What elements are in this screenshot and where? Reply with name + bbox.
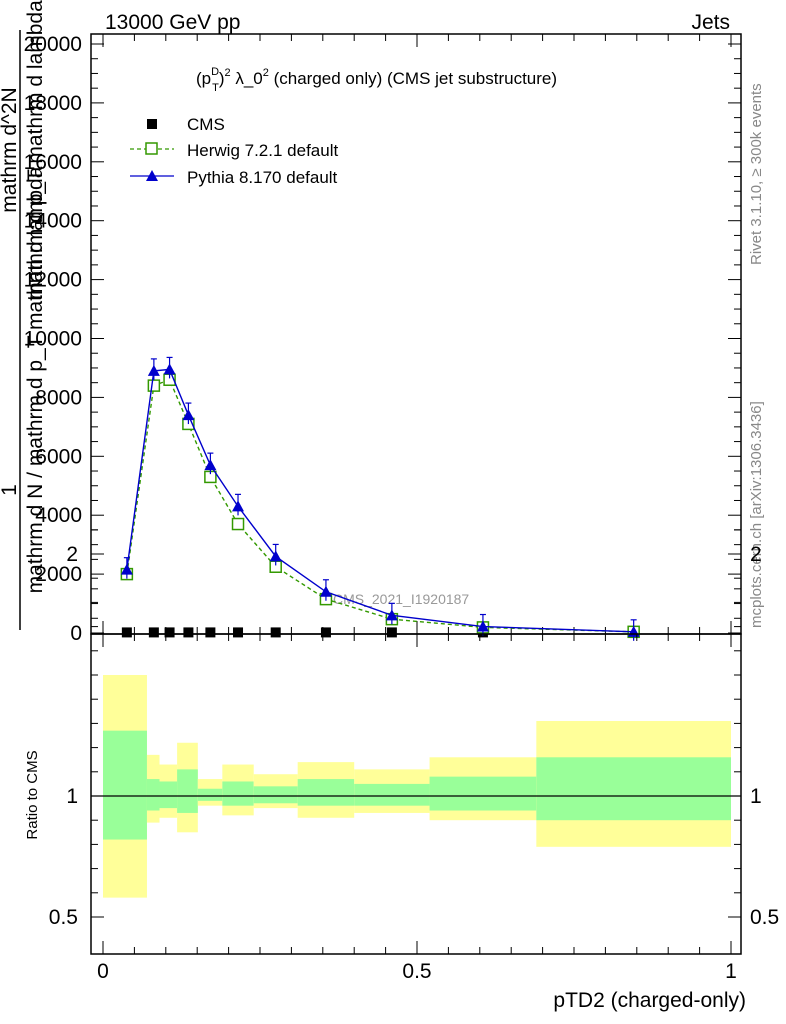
ratio-x-ticks: 0 0.5 1	[97, 634, 737, 983]
ratio-uncertainty-band-inner	[429, 776, 537, 811]
ratio-uncertainty-band-inner	[103, 730, 147, 840]
main-y-ticks: 0 2000 4000 6000 8000 10000 12000 14000 16000 180…	[24, 33, 741, 645]
header-right: Jets	[691, 11, 730, 34]
data-point-pythia	[204, 459, 217, 471]
data-point-cms	[386, 627, 397, 638]
y-tick-label: 20000	[24, 33, 82, 56]
data-point-herwig	[231, 517, 245, 531]
ratio-uncertainty-band-inner	[536, 757, 731, 821]
ratio-plot-frame	[90, 633, 742, 955]
y-tick-label: 4000	[35, 504, 82, 527]
ratio-uncertainty-band-inner	[146, 779, 160, 811]
y-tick-label: 10000	[24, 328, 82, 351]
data-point-cms	[320, 627, 331, 638]
ratio-y-label: Ratio to CMS	[24, 750, 41, 839]
ratio-uncertainty-band-inner	[253, 786, 298, 804]
ratio-uncertainty-band-inner	[354, 783, 430, 806]
data-point-pythia	[269, 550, 282, 562]
legend-herwig-marker	[145, 142, 158, 155]
rivet-label: Rivet 3.1.10, ≥ 300k events	[748, 83, 765, 265]
ratio-tick-label-right: 1	[750, 785, 762, 808]
ratio-uncertainty-band-inner	[197, 788, 223, 801]
series-layer	[120, 356, 640, 641]
data-point-pythia	[163, 363, 176, 375]
data-point-pythia	[232, 500, 245, 512]
data-point-cms	[205, 627, 216, 638]
ratio-tick-label-right: 2	[750, 543, 762, 566]
ratio-tick-label: 2	[66, 543, 78, 566]
y-tick-label: 12000	[24, 269, 82, 292]
x-tick-label: 0	[97, 960, 109, 983]
data-point-pythia	[385, 609, 398, 621]
data-point-cms	[148, 627, 159, 638]
ratio-uncertainty-band-inner	[159, 781, 178, 809]
ratio-uncertainty-band-inner	[297, 779, 355, 806]
ylabel-second-den: mathrm d p_T mathrm d lambda	[24, 0, 47, 300]
data-point-pythia	[476, 620, 489, 632]
data-point-cms	[183, 627, 194, 638]
mcplots-label: mcplots.cern.ch [arXiv:1306.3436]	[748, 401, 765, 628]
ylabel-second-num: mathrm d^2N	[0, 87, 21, 212]
x-tick-label: 0.5	[402, 960, 431, 983]
main-x-ticks	[102, 34, 732, 634]
data-point-pythia	[147, 364, 160, 376]
x-tick-label: 1	[725, 960, 737, 983]
ratio-uncertainty-band-inner	[177, 769, 198, 813]
ratio-tick-label-right: 0.5	[750, 906, 779, 929]
ratio-bands	[103, 675, 731, 898]
ylabel-numerator: 1	[0, 484, 21, 496]
y-tick-label: 16000	[24, 151, 82, 174]
data-point-pythia	[120, 563, 133, 575]
ratio-y-ticks: 0.5 0.5 1 1 2 2	[49, 529, 779, 929]
ylabel-denominator: mathrm d N / mathrm d p_T mathrm d lambd…	[24, 166, 47, 593]
header-left: 13000 GeV pp	[105, 11, 240, 34]
data-point-cms	[233, 627, 244, 638]
legend-pythia-marker	[146, 170, 158, 181]
ratio-tick-label: 0.5	[49, 906, 78, 929]
y-tick-label: 8000	[35, 386, 82, 409]
ratio-uncertainty-band-inner	[222, 781, 254, 806]
x-axis-label: pTD2 (charged-only)	[553, 989, 746, 1012]
y-tick-label: 6000	[35, 445, 82, 468]
data-point-herwig	[147, 379, 161, 392]
data-point-cms	[270, 627, 281, 638]
y-tick-label: 2000	[35, 563, 82, 586]
data-point-cms	[164, 627, 175, 638]
data-point-cms	[121, 627, 132, 638]
y-tick-label: 0	[70, 622, 82, 645]
legend-cms-label: CMS	[187, 115, 225, 134]
y-axis-label: 1 mathrm d N / mathrm d p_T mathrm d lam…	[0, 0, 47, 630]
legend-pythia-label: Pythia 8.170 default	[187, 168, 338, 187]
ratio-tick-label: 1	[66, 785, 78, 808]
data-point-pythia	[182, 409, 195, 421]
chart-title: (pD T)2 λ_02 (charged only) (CMS jet subs…	[196, 66, 557, 94]
legend-herwig-label: Herwig 7.2.1 default	[187, 141, 338, 160]
y-tick-label: 18000	[24, 92, 82, 115]
legend: CMS Herwig 7.2.1 default Pythia 8.170 de…	[130, 115, 338, 187]
data-point-pythia	[319, 585, 332, 597]
legend-cms-marker	[147, 119, 157, 129]
y-tick-label: 14000	[24, 210, 82, 233]
analysis-watermark: CMS_2021_I1920187	[333, 591, 469, 607]
